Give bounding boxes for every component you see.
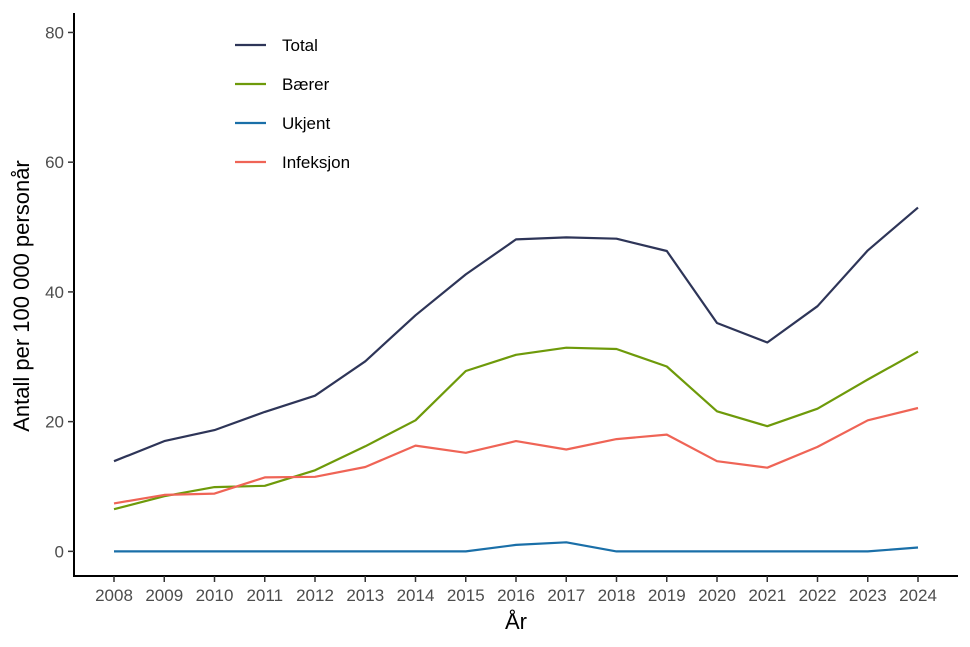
x-ticks: 2008 2009 2010 2011 2012 2013 2014 2015 2016 2017…: [95, 576, 937, 605]
x-tick-label: 2016: [497, 586, 535, 605]
x-tick-label: 2014: [397, 586, 435, 605]
x-tick-label: 2013: [346, 586, 384, 605]
x-tick-label: 2018: [598, 586, 636, 605]
y-tick-label: 80: [45, 23, 64, 42]
x-tick-label: 2012: [296, 586, 334, 605]
x-tick-label: 2008: [95, 586, 133, 605]
legend-label: Total: [282, 36, 318, 55]
y-axis-title: Antall per 100 000 personår: [9, 160, 34, 432]
y-tick-label: 0: [55, 542, 64, 561]
x-tick-label: 2009: [145, 586, 183, 605]
y-ticks: 0 20 40 60 80: [45, 23, 74, 561]
y-tick-label: 60: [45, 153, 64, 172]
series-line-ukjent: [114, 541, 919, 553]
x-tick-label: 2015: [447, 586, 485, 605]
x-tick-label: 2021: [748, 586, 786, 605]
series-line-infeksjon: [113, 406, 919, 505]
x-axis-title: År: [505, 609, 527, 634]
y-tick-label: 40: [45, 283, 64, 302]
y-tick-label: 20: [45, 413, 64, 432]
chart-axes: [73, 13, 958, 577]
x-tick-label: 2011: [246, 586, 283, 605]
legend-label: Infeksjon: [282, 153, 350, 172]
x-tick-label: 2024: [899, 586, 937, 605]
series-line-b-rer: [113, 346, 919, 511]
x-tick-label: 2010: [196, 586, 234, 605]
x-tick-label: 2017: [547, 586, 585, 605]
x-tick-label: 2023: [849, 586, 887, 605]
series-line-total: [113, 206, 919, 463]
legend-label: Ukjent: [282, 114, 330, 133]
legend-label: Bærer: [282, 75, 330, 94]
x-tick-label: 2020: [698, 586, 736, 605]
series-lines: [113, 206, 919, 553]
x-tick-label: 2022: [799, 586, 837, 605]
legend: Total Bærer Ukjent Infeksjon: [235, 36, 350, 172]
x-tick-label: 2019: [648, 586, 686, 605]
